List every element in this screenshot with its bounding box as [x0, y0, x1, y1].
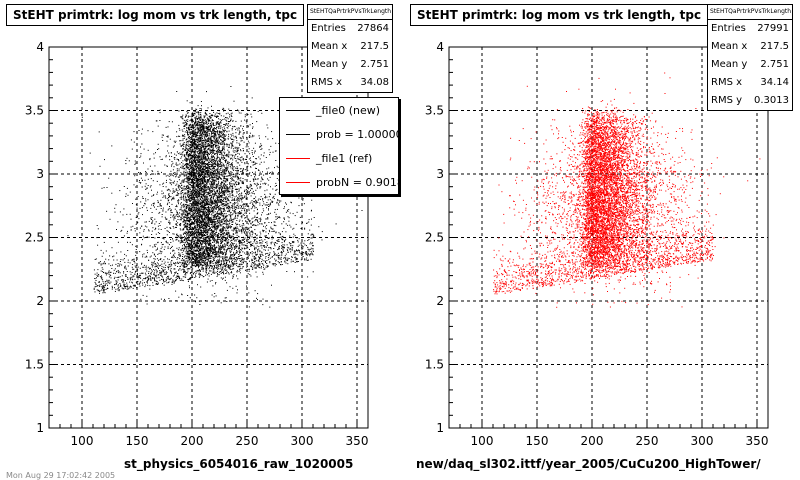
stats-row-mean-x: Mean x 217.5: [711, 41, 789, 52]
x-tick-label: 250: [636, 434, 659, 448]
legend-box: _file0 (new) prob = 1.000000 _file1 (ref…: [279, 97, 399, 195]
x-axis: 100 150 200 250 300 350: [459, 420, 769, 448]
x-tick-label: 100: [71, 434, 94, 448]
x-tick-label: 300: [691, 434, 714, 448]
legend-entry-file0: _file0 (new): [280, 98, 398, 122]
y-tick-label: 1: [36, 421, 44, 435]
legend-entry-probn: probN = 0.901831: [280, 170, 398, 194]
y-tick-label: 1.5: [25, 358, 44, 372]
y-axis: 1 1.5 2 2.5 3 3.5 4: [25, 40, 57, 435]
scatter-plot-left: 100 150 200 250 300 350 1 1.5 2 2.5 3 3.5 4: [25, 40, 369, 448]
x-tick-label: 200: [181, 434, 204, 448]
y-tick-label: 1.5: [425, 358, 444, 372]
x-tick-label: 250: [236, 434, 259, 448]
stats-row-entries: Entries 27864: [311, 23, 389, 34]
footer-timestamp: Mon Aug 29 17:02:42 2005: [6, 471, 116, 480]
stats-box-right: StEHTQaPrtrkPVsTrkLength Entries 27991 Me…: [707, 4, 793, 111]
stats-histogram-name: StEHTQaPrtrkPVsTrkLength: [708, 5, 792, 20]
y-tick-label: 3.5: [425, 104, 444, 118]
stats-row-rms-y: RMS y 0.3013: [711, 95, 789, 106]
y-tick-label: 3.5: [25, 104, 44, 118]
stats-row-entries: Entries 27991: [711, 23, 789, 34]
y-tick-label: 2.5: [25, 231, 44, 245]
x-caption-left: st_physics_6054016_raw_1020005: [124, 457, 354, 471]
stats-row-mean-y: Mean y 2.751: [711, 59, 789, 70]
plot-title-right: StEHT primtrk: log mom vs trk length, tp…: [410, 4, 709, 26]
y-tick-label: 4: [36, 40, 44, 54]
plot-pad-left: 100 150 200 250 300 350 1 1.5 2 2.5 3 3.5 4 StEHT pr…: [6, 4, 399, 480]
legend-entry-prob: prob = 1.000000: [280, 122, 398, 146]
stats-histogram-name: StEHTQaPrtrkPVsTrkLength: [308, 5, 392, 20]
legend-line-probn: [286, 181, 310, 183]
legend-line-prob: [286, 133, 310, 135]
x-tick-label: 100: [471, 434, 494, 448]
x-tick-label: 350: [346, 434, 369, 448]
x-tick-label: 150: [526, 434, 549, 448]
y-tick-label: 2.5: [425, 231, 444, 245]
stats-row-mean-y: Mean y 2.751: [311, 59, 389, 70]
stats-row-rms-x: RMS x 34.14: [711, 77, 789, 88]
y-tick-label: 1: [436, 421, 444, 435]
y-tick-label: 4: [436, 40, 444, 54]
y-tick-label: 3: [436, 167, 444, 181]
legend-line-file0: [286, 109, 310, 111]
scatter-points: [493, 72, 761, 308]
x-tick-label: 200: [581, 434, 604, 448]
x-axis: 100 150 200 250 300 350: [59, 420, 369, 448]
stats-row-mean-x: Mean x 217.5: [311, 41, 389, 52]
stats-row-rms-x: RMS x 34.08: [311, 77, 389, 88]
y-tick-label: 3: [36, 167, 44, 181]
scatter-points: [67, 86, 363, 308]
y-tick-label: 2: [36, 294, 44, 308]
stats-box-left: StEHTQaPrtrkPVsTrkLength Entries 27864 Me…: [307, 4, 393, 93]
legend-entry-file1: _file1 (ref): [280, 146, 398, 170]
x-caption-right: new/daq_sl302.ittf/year_2005/CuCu200_Hig…: [416, 457, 761, 471]
legend-line-file1: [286, 157, 310, 159]
plot-title-left: StEHT primtrk: log mom vs trk length, tp…: [6, 4, 305, 26]
x-tick-label: 300: [291, 434, 314, 448]
plot-pad-right: 100 150 200 250 300 350 1 1.5 2 2.5 3 3.5 4 StEHT pr…: [400, 0, 800, 480]
y-tick-label: 2: [436, 294, 444, 308]
y-axis: 1 1.5 2 2.5 3 3.5 4: [425, 40, 457, 435]
x-tick-label: 150: [126, 434, 149, 448]
x-tick-label: 350: [746, 434, 769, 448]
